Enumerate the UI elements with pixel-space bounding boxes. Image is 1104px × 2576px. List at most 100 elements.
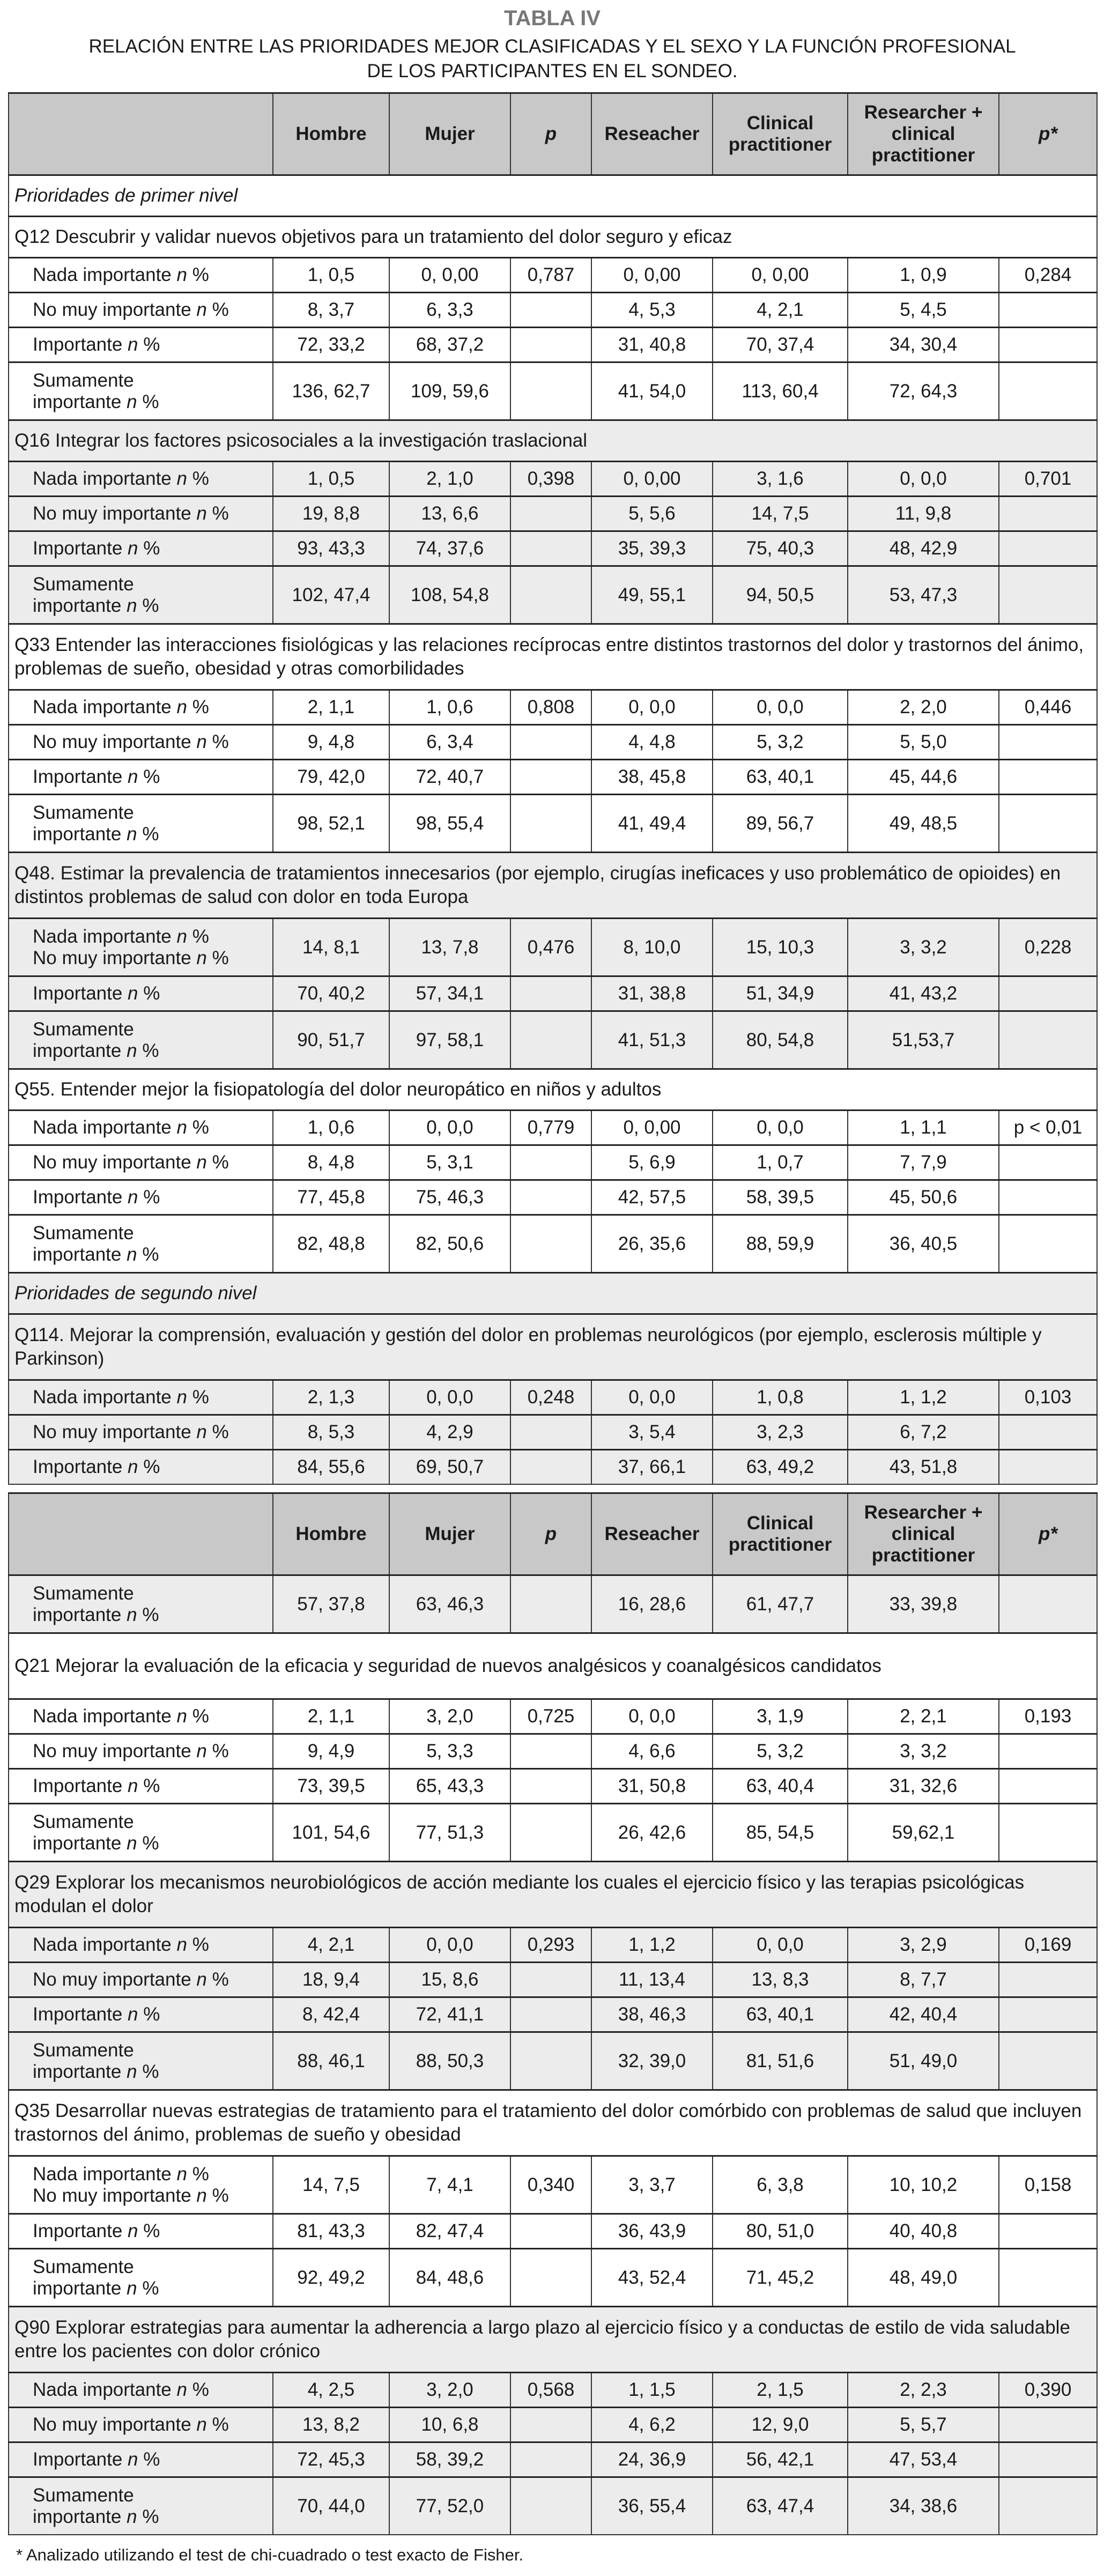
- row-label-line: Sumamente: [33, 1223, 269, 1244]
- cell-p-sexo: [510, 361, 592, 421]
- unit-n: n: [128, 2004, 138, 2025]
- cell-p-funcion: 0,103: [998, 1379, 1098, 1416]
- question-row: Q35 Desarrollar nuevas estrategias de tr…: [8, 2089, 1098, 2157]
- cell-mujer: 65, 43,3: [389, 1768, 511, 1804]
- cell-mujer: 13, 7,8: [389, 917, 511, 977]
- header-row: Hombre Mujer p Reseacher Clinical practition…: [8, 1492, 1098, 1576]
- cell-p-sexo: 0,779: [510, 1109, 592, 1146]
- cell-mujer: 77, 52,0: [389, 2476, 511, 2535]
- cell-p-sexo: [510, 2213, 592, 2249]
- unit-n: n: [176, 1117, 187, 1138]
- cell-researcher: 31, 40,8: [591, 327, 713, 363]
- column-header: Clinical practitioner: [712, 1492, 848, 1576]
- unit-percent: %: [212, 503, 229, 524]
- unit-percent: %: [143, 334, 160, 355]
- cell-p-funcion: [998, 1144, 1098, 1181]
- cell-researcher: 41, 51,3: [591, 1010, 713, 1070]
- row-label-line: Sumamente: [33, 2485, 269, 2506]
- cell-researcher: 24, 36,9: [591, 2441, 713, 2478]
- cell-researcher: 0, 0,00: [591, 461, 713, 497]
- cell-clinical: 14, 7,5: [712, 495, 848, 532]
- row-label: Sumamente importante n %: [8, 2248, 273, 2307]
- row-label: Importante n %: [8, 1449, 273, 1485]
- unit-n: n: [196, 299, 207, 320]
- row-label-text: Sumamente: [33, 1222, 134, 1243]
- table-subtitle: RELACIÓN ENTRE LAS PRIORIDADES MEJOR CLA…: [8, 34, 1096, 84]
- unit-n: n: [128, 1187, 138, 1208]
- column-header: [8, 1492, 273, 1576]
- unit-percent: %: [142, 2061, 159, 2082]
- cell-mujer: 5, 3,3: [389, 1733, 511, 1770]
- row-label: Importante n %: [8, 2441, 273, 2478]
- data-row: Sumamente importante n % 102, 47,4 108, 54,…: [8, 565, 1098, 625]
- cell-mujer: 72, 40,7: [389, 759, 511, 795]
- cell-researcher: 1, 1,5: [591, 2372, 713, 2408]
- cell-p-sexo: [510, 495, 592, 532]
- unit-n: n: [128, 2449, 138, 2470]
- cell-researcher-clinical: 51,53,7: [847, 1010, 999, 1070]
- column-header: Hombre: [272, 92, 390, 176]
- row-label-text: Importante: [33, 1775, 123, 1796]
- cell-p-sexo: [510, 565, 592, 625]
- table-title: TABLA IV: [504, 6, 601, 30]
- cell-p-funcion: [998, 2407, 1098, 2443]
- row-label: No muy importante n %: [8, 724, 273, 760]
- row-label: No muy importante n %: [8, 495, 273, 532]
- cell-p-sexo: 0,476: [510, 917, 592, 977]
- unit-n: n: [196, 1422, 207, 1442]
- cell-hombre: 18, 9,4: [272, 1961, 390, 1998]
- subtitle-line-1: RELACIÓN ENTRE LAS PRIORIDADES MEJOR CLA…: [88, 36, 1016, 57]
- cell-researcher-clinical: 8, 7,7: [847, 1961, 999, 1998]
- cell-mujer: 108, 54,8: [389, 565, 511, 625]
- cell-mujer: 0, 0,00: [389, 257, 511, 293]
- cell-researcher-clinical: 6, 7,2: [847, 1414, 999, 1450]
- question-row: Q21 Mejorar la evaluación de la eficacia…: [8, 1632, 1098, 1700]
- cell-researcher: 5, 5,6: [591, 495, 713, 532]
- row-label-text: No muy importante: [33, 1741, 191, 1761]
- question-text: Q114. Mejorar la comprensión, evaluación…: [8, 1313, 1098, 1381]
- row-label-text: Sumamente: [33, 1811, 134, 1832]
- cell-p-funcion: 0,390: [998, 2372, 1098, 2408]
- cell-clinical: 12, 9,0: [712, 2407, 848, 2443]
- cell-p-funcion: [998, 530, 1098, 567]
- cell-p-funcion: [998, 1449, 1098, 1485]
- cell-p-sexo: 0,248: [510, 1379, 592, 1416]
- results-table-part-2: Hombre Mujer p Reseacher Clinical practition…: [8, 1492, 1098, 2535]
- data-row: Importante n % 77, 45,8 75, 46,3 42, 57,5 58…: [8, 1179, 1098, 1216]
- cell-researcher: 4, 5,3: [591, 292, 713, 328]
- cell-p-funcion: [998, 1574, 1098, 1634]
- row-label: Sumamente importante n %: [8, 565, 273, 625]
- data-row: Sumamente importante n % 136, 62,7 109, 59,…: [8, 361, 1098, 421]
- row-label-line: Nada importante n %: [33, 1706, 269, 1727]
- cell-hombre: 72, 33,2: [272, 327, 390, 363]
- cell-clinical: 63, 47,4: [712, 2476, 848, 2535]
- row-label-line: Importante n %: [33, 538, 269, 559]
- cell-mujer: 63, 46,3: [389, 1574, 511, 1634]
- row-label-text: Sumamente: [33, 1582, 134, 1604]
- cell-p-funcion: [998, 794, 1098, 853]
- unit-n: n: [128, 538, 138, 559]
- unit-percent: %: [143, 2220, 160, 2241]
- unit-percent: %: [143, 2449, 160, 2470]
- section-row: Prioridades de segundo nivel: [8, 1272, 1098, 1315]
- row-label: No muy importante n %: [8, 1144, 273, 1181]
- column-header: p*: [998, 1492, 1098, 1576]
- cell-clinical: 3, 2,3: [712, 1414, 848, 1450]
- unit-n: n: [176, 1706, 187, 1727]
- cell-researcher: 31, 50,8: [591, 1768, 713, 1804]
- cell-researcher-clinical: 34, 38,6: [847, 2476, 999, 2535]
- row-label-line: Sumamente: [33, 2256, 269, 2278]
- unit-percent: %: [192, 468, 209, 489]
- cell-mujer: 0, 0,0: [389, 1927, 511, 1963]
- cell-hombre: 8, 4,8: [272, 1144, 390, 1181]
- row-label-line: Sumamente: [33, 2040, 269, 2061]
- cell-hombre: 1, 0,5: [272, 461, 390, 497]
- cell-p-funcion: [998, 1214, 1098, 1274]
- column-header: Researcher + clinical practitioner: [847, 1492, 999, 1576]
- data-row: Nada importante n % 1, 0,6 0, 0,0 0,779 0, 0…: [8, 1109, 1098, 1146]
- question-row: Q16 Integrar los factores psicosociales …: [8, 419, 1098, 462]
- cell-hombre: 84, 55,6: [272, 1449, 390, 1485]
- row-label-line: No muy importante n %: [33, 948, 269, 969]
- cell-mujer: 0, 0,0: [389, 1379, 511, 1416]
- cell-researcher: 11, 13,4: [591, 1961, 713, 1998]
